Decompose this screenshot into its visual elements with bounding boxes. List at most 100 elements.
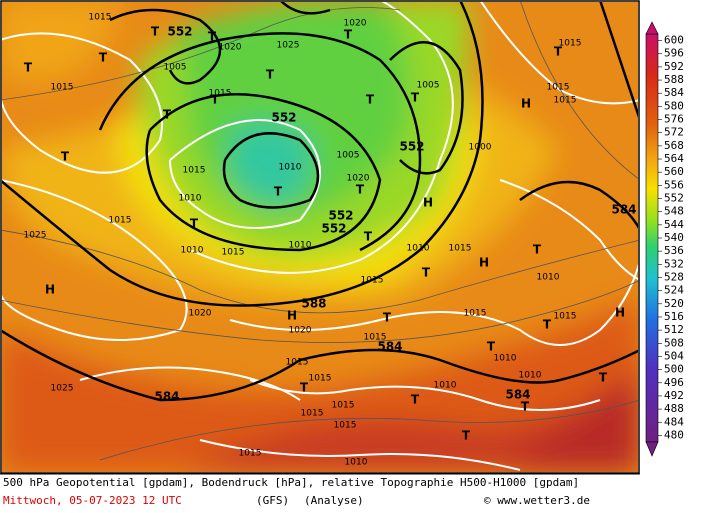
pressure-center: T	[211, 93, 220, 107]
colorbar-label: 516	[664, 310, 684, 323]
colorbar-label: 492	[664, 389, 684, 402]
isobar-label: 1015	[89, 13, 112, 23]
colorbar-label: 508	[664, 336, 684, 349]
colorbar-label: 572	[664, 126, 684, 139]
pressure-center: T	[487, 340, 496, 354]
colorbar-label: 524	[664, 284, 684, 297]
isobar-label: 1000	[469, 143, 492, 153]
contour-label: 552	[167, 25, 192, 39]
colorbar-label: 596	[664, 47, 684, 60]
isobar-label: 1010	[279, 163, 302, 173]
pressure-center: H	[615, 306, 625, 320]
pressure-center: T	[99, 51, 108, 65]
pressure-center: T	[208, 30, 217, 44]
colorbar-label: 540	[664, 231, 684, 244]
isobar-label: 1015	[309, 374, 332, 384]
pressure-center: H	[479, 256, 489, 270]
pressure-center: T	[163, 108, 172, 122]
footer-credit: © www.wetter3.de	[484, 494, 590, 507]
colorbar-label: 580	[664, 99, 684, 112]
colorbar-label: 556	[664, 178, 684, 191]
footer-model: (GFS)	[256, 494, 289, 507]
isobar-label: 1010	[407, 244, 430, 254]
pressure-center: T	[533, 243, 542, 257]
isobar-label: 1020	[289, 326, 312, 336]
colorbar-label: 520	[664, 297, 684, 310]
isobar-label: 1020	[219, 43, 242, 53]
colorbar-label: 484	[664, 415, 684, 428]
isobar-label: 1010	[537, 273, 560, 283]
pressure-center: H	[287, 309, 297, 323]
pressure-center: T	[61, 150, 70, 164]
isobar-label: 1015	[334, 421, 357, 431]
isobar-label: 1010	[345, 458, 368, 468]
contour-label: 584	[505, 388, 530, 402]
pressure-center: T	[151, 25, 160, 39]
pressure-center: H	[423, 196, 433, 210]
colorbar-label: 532	[664, 257, 684, 270]
isobar-label: 1020	[344, 19, 367, 29]
isobar-label: 1010	[289, 241, 312, 251]
pressure-center: T	[462, 429, 471, 443]
isobar-label: 1010	[179, 194, 202, 204]
isobar-label: 1020	[189, 309, 212, 319]
pressure-center: T	[599, 371, 608, 385]
footer-run: (Analyse)	[304, 494, 364, 507]
isobar-label: 1025	[277, 41, 300, 51]
pressure-center: T	[266, 68, 275, 82]
pressure-center: T	[356, 183, 365, 197]
colorbar-label: 548	[664, 205, 684, 218]
colorbar-arrow-top	[645, 21, 659, 35]
pressure-center: T	[366, 93, 375, 107]
pressure-center: T	[383, 311, 392, 325]
colorbar-label: 568	[664, 139, 684, 152]
colorbar-scale	[645, 33, 659, 443]
colorbar-label: 480	[664, 428, 684, 441]
isobar-label: 1010	[181, 246, 204, 256]
geopotential-contours	[2, 2, 638, 402]
pressure-center: T	[521, 400, 530, 414]
isobar-label: 1015	[449, 244, 472, 254]
isobar-label: 1015	[222, 248, 245, 258]
map-frame	[0, 0, 640, 474]
pressure-center: T	[411, 91, 420, 105]
footer-date: Mittwoch, 05-07-2023 12 UTC	[3, 494, 182, 507]
colorbar-label: 536	[664, 244, 684, 257]
isobar-label: 1005	[164, 63, 187, 73]
isobar-label: 1015	[554, 96, 577, 106]
pressure-center: T	[24, 61, 33, 75]
isobar-label: 1015	[364, 333, 387, 343]
footer-description: 500 hPa Geopotential [gpdam], Bodendruck…	[3, 476, 579, 489]
pressure-center: T	[300, 381, 309, 395]
isobar-label: 1025	[51, 384, 74, 394]
contour-label: 584	[377, 340, 402, 354]
colorbar-label: 512	[664, 323, 684, 336]
isobar-label: 1025	[24, 231, 47, 241]
pressure-center: H	[45, 283, 55, 297]
isobar-label: 1015	[332, 401, 355, 411]
pressure-center: T	[422, 266, 431, 280]
isobar-label: 1010	[434, 381, 457, 391]
colorbar-label: 588	[664, 73, 684, 86]
isobar-label: 1015	[559, 39, 582, 49]
pressure-center: T	[554, 45, 563, 59]
isobar-label: 1005	[337, 151, 360, 161]
contour-label: 584	[154, 390, 179, 404]
isobar-label: 1005	[417, 81, 440, 91]
colorbar-label: 560	[664, 165, 684, 178]
pressure-center: T	[274, 185, 283, 199]
isobar-label: 1015	[464, 309, 487, 319]
contour-label: 552	[328, 209, 353, 223]
contour-label: 552	[321, 222, 346, 236]
colorbar-label: 544	[664, 218, 684, 231]
colorbar-label: 600	[664, 34, 684, 47]
colorbar-label: 552	[664, 192, 684, 205]
isobar-label: 1010	[494, 354, 517, 364]
colorbar-label: 504	[664, 349, 684, 362]
isobar-label: 1015	[286, 358, 309, 368]
isobar-label: 1015	[209, 89, 232, 99]
isobar-label: 1015	[554, 312, 577, 322]
contour-label: 584	[611, 203, 636, 217]
pressure-isobars	[2, 2, 638, 471]
